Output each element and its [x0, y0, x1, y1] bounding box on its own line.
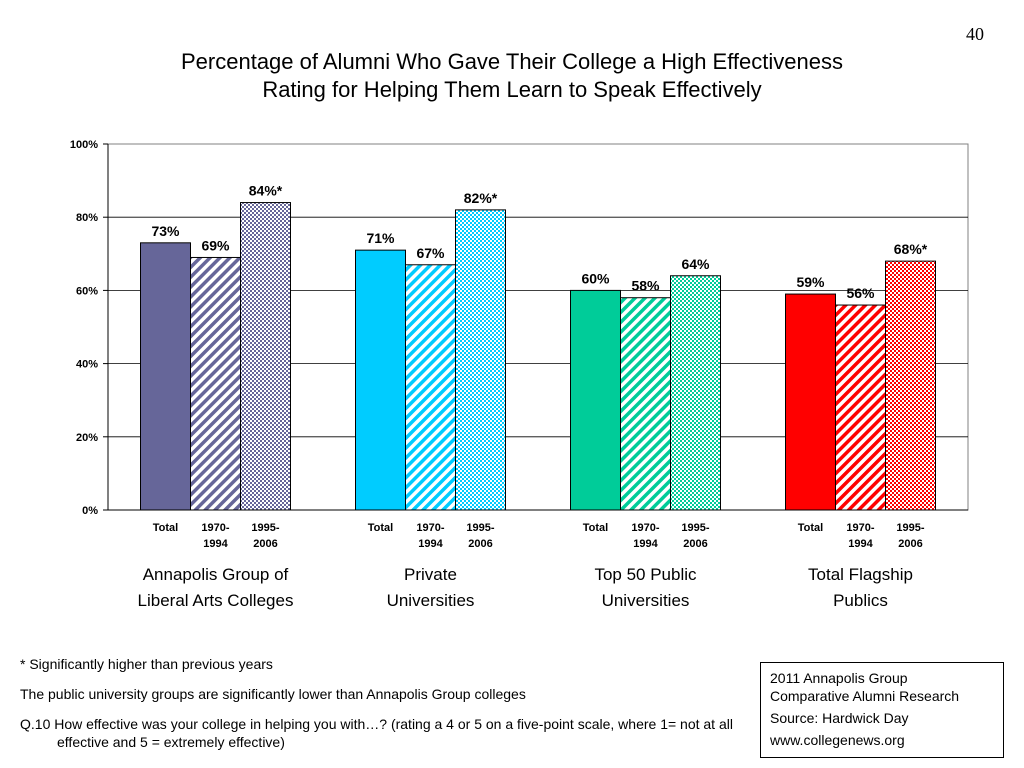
data-label: 84%* [249, 183, 283, 199]
x-tick-label: 1995- [466, 522, 494, 534]
x-tick-label: 2006 [253, 538, 277, 550]
group-label: Private [404, 565, 457, 584]
x-tick-label: 1995- [896, 522, 924, 534]
footnotes: * Significantly higher than previous yea… [20, 655, 740, 751]
bar [785, 293, 836, 511]
group-label: Universities [387, 591, 475, 610]
question-note: Q.10 How effective was your college in h… [20, 716, 733, 750]
x-tick-label: 2006 [468, 538, 492, 550]
data-label: 60% [581, 270, 610, 286]
y-tick-label: 20% [76, 432, 98, 444]
group-label: Universities [602, 591, 690, 610]
bar [455, 209, 506, 511]
bar [620, 297, 671, 511]
y-tick-label: 40% [76, 359, 98, 371]
x-tick-label: 1970- [416, 522, 444, 534]
x-tick-label: 2006 [683, 538, 707, 550]
chart-title-line-2: Rating for Helping Them Learn to Speak E… [262, 77, 762, 102]
public-comparison-note: The public university groups are signifi… [20, 686, 526, 702]
group-label: Publics [833, 591, 888, 610]
bar [140, 242, 191, 511]
source-box: 2011 Annapolis Group Comparative Alumni … [760, 662, 1004, 758]
chart-title: Percentage of Alumni Who Gave Their Coll… [0, 48, 1024, 104]
x-tick-label: 1995- [251, 522, 279, 534]
significance-note: * Significantly higher than previous yea… [20, 656, 273, 672]
data-label: 73% [151, 223, 180, 239]
bar [670, 275, 721, 511]
data-label: 56% [846, 285, 875, 301]
y-tick-label: 0% [82, 505, 98, 517]
bar [835, 304, 886, 511]
bar-chart: 0% 20% 40% 60% 80% 100% 73% Total 69% 1970- 1994 84… [70, 139, 969, 610]
source-line-3: Source: Hardwick Day [770, 710, 909, 726]
data-label: 58% [631, 278, 660, 294]
x-tick-label: 1995- [681, 522, 709, 534]
chart-title-line-1: Percentage of Alumni Who Gave Their Coll… [181, 49, 843, 74]
group-label: Total Flagship [808, 565, 913, 584]
x-tick-label: 1970- [201, 522, 229, 534]
y-tick-label: 100% [70, 139, 98, 151]
x-tick-label: 2006 [898, 538, 922, 550]
x-tick-label: 1994 [203, 538, 228, 550]
x-tick-label: 1994 [848, 538, 873, 550]
bar [885, 260, 936, 511]
data-label: 68%* [894, 241, 928, 257]
bar [240, 202, 291, 511]
y-tick-label: 80% [76, 212, 98, 224]
x-tick-label: 1970- [846, 522, 874, 534]
data-label: 67% [416, 245, 445, 261]
x-tick-label: Total [583, 522, 608, 534]
group-label: Liberal Arts Colleges [138, 591, 294, 610]
data-label: 82%* [464, 190, 498, 206]
source-line-1: 2011 Annapolis Group [770, 670, 908, 686]
bar [405, 264, 456, 511]
group-label: Top 50 Public [594, 565, 697, 584]
source-line-2: Comparative Alumni Research [770, 688, 960, 704]
data-label: 69% [201, 237, 230, 253]
x-tick-label: 1994 [418, 538, 443, 550]
data-label: 59% [796, 274, 825, 290]
bar [190, 256, 241, 511]
x-tick-label: Total [798, 522, 823, 534]
source-line-4: www.collegenews.org [770, 732, 905, 748]
bar [570, 289, 621, 511]
data-label: 71% [366, 230, 395, 246]
group-label: Annapolis Group of [143, 565, 289, 584]
x-tick-label: 1994 [633, 538, 658, 550]
data-label: 64% [681, 256, 710, 272]
page-number: 40 [966, 24, 984, 44]
x-tick-label: Total [368, 522, 393, 534]
bar [355, 249, 406, 511]
y-tick-label: 60% [76, 285, 98, 297]
x-tick-label: 1970- [631, 522, 659, 534]
x-tick-label: Total [153, 522, 178, 534]
